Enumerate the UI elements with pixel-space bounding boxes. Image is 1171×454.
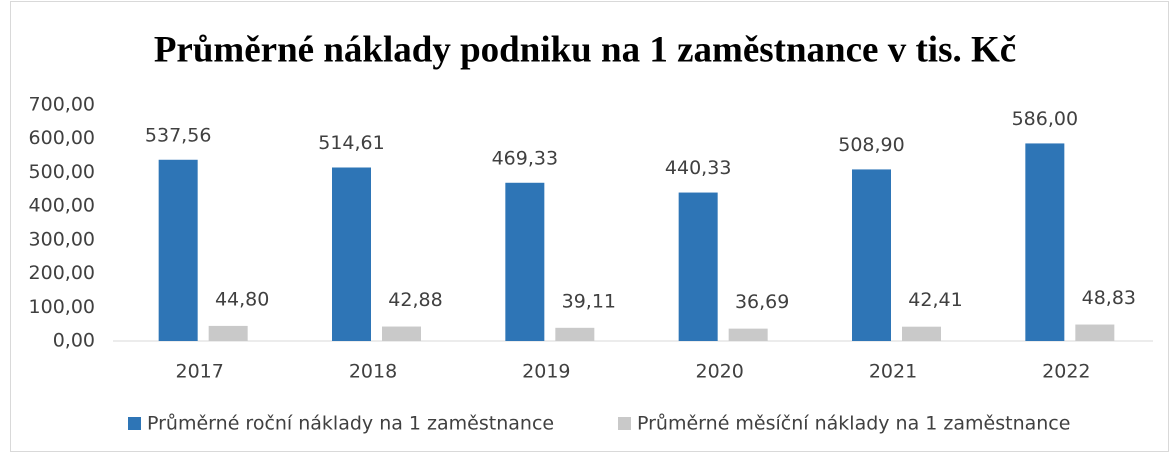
x-tick-label: 2021 <box>869 361 917 383</box>
y-tick-label: 400,00 <box>29 195 95 217</box>
data-label: 469,33 <box>492 147 558 169</box>
bar <box>852 169 891 341</box>
y-tick-label: 600,00 <box>29 127 95 149</box>
data-label: 440,33 <box>665 157 731 179</box>
bar <box>208 325 248 341</box>
bar <box>158 159 198 341</box>
y-tick-label: 500,00 <box>29 161 95 183</box>
y-tick-label: 0,00 <box>53 330 95 352</box>
bar <box>332 167 371 341</box>
bar <box>728 328 768 341</box>
chart-border <box>10 1 1169 452</box>
y-tick-label: 300,00 <box>29 228 95 250</box>
data-label: 586,00 <box>1012 108 1078 130</box>
data-label: 42,88 <box>388 289 442 311</box>
data-label: 537,56 <box>145 124 211 146</box>
x-tick-label: 2022 <box>1042 361 1090 383</box>
x-tick-label: 2019 <box>522 361 570 383</box>
legend-swatch <box>128 417 141 430</box>
bar <box>555 327 595 341</box>
y-tick-label: 700,00 <box>29 94 95 116</box>
bar <box>382 326 421 341</box>
y-tick-label: 200,00 <box>29 262 95 284</box>
data-label: 39,11 <box>562 290 616 312</box>
bar <box>1075 324 1115 341</box>
data-label: 44,80 <box>215 288 269 310</box>
data-label: 508,90 <box>838 134 904 156</box>
legend-swatch <box>618 417 631 430</box>
x-tick-label: 2017 <box>175 361 223 383</box>
chart-title: Průměrné náklady podniku na 1 zaměstnanc… <box>154 29 1016 70</box>
data-label: 36,69 <box>735 291 789 313</box>
bar <box>678 192 718 341</box>
data-label: 514,61 <box>318 132 384 154</box>
y-tick-label: 100,00 <box>29 296 95 318</box>
x-tick-label: 2018 <box>349 361 397 383</box>
data-label: 42,41 <box>908 289 962 311</box>
x-tick-label: 2020 <box>695 361 743 383</box>
data-label: 48,83 <box>1082 287 1136 309</box>
legend-label: Průměrné měsíční náklady na 1 zaměstnanc… <box>637 413 1070 435</box>
bar <box>1025 143 1065 341</box>
bar <box>902 326 941 341</box>
bar <box>505 182 545 341</box>
legend-label: Průměrné roční náklady na 1 zaměstnance <box>147 413 554 435</box>
